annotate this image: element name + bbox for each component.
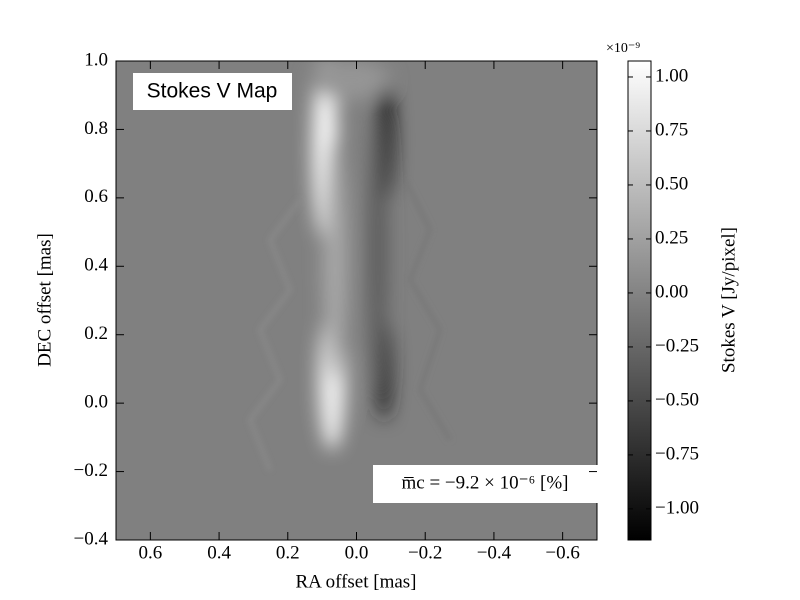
y-tick-label: 0.4 xyxy=(84,255,108,276)
x-tick-label: −0.2 xyxy=(408,542,442,563)
y-axis-label: DEC offset [mas] xyxy=(34,233,55,367)
x-tick-label: 0.2 xyxy=(276,542,300,563)
x-tick-label: 0.0 xyxy=(345,542,369,563)
colorbar-tick-label: 0.50 xyxy=(655,173,688,194)
map-label: Stokes V Map xyxy=(147,80,278,103)
colorbar-tick-label: −1.00 xyxy=(655,497,699,518)
colorbar-tick-label: 0.75 xyxy=(655,119,688,140)
colorbar-offset: ×10⁻⁹ xyxy=(606,41,640,56)
x-tick-label: 0.6 xyxy=(138,542,162,563)
y-tick-label: 0.8 xyxy=(84,118,108,139)
y-tick-label: 0.2 xyxy=(84,323,108,344)
annotation-box xyxy=(373,465,598,503)
image xyxy=(116,61,597,540)
colorbar-tick-label: −0.25 xyxy=(655,335,699,356)
y-tick-label: −0.2 xyxy=(74,460,108,481)
y-tick-label: 0.6 xyxy=(84,186,108,207)
map-label-box xyxy=(133,73,292,110)
colorbar-tick-label: −0.75 xyxy=(655,443,699,464)
x-tick-label: −0.6 xyxy=(545,542,579,563)
colorbar-tick-label: 1.00 xyxy=(655,65,688,86)
y-tick-label: −0.4 xyxy=(74,528,109,549)
colorbar-tick-label: −0.50 xyxy=(655,389,699,410)
colorbar-label: Stokes V [Jy/pixel] xyxy=(718,227,739,373)
x-tick-label: 0.4 xyxy=(207,542,231,563)
annotation: m̅c = −9.2 × 10⁻⁶ [%] xyxy=(402,472,569,493)
y-tick-label: 1.0 xyxy=(84,49,108,70)
colorbar xyxy=(627,60,652,541)
y-tick-label: 0.0 xyxy=(84,392,108,413)
colorbar-tick-label: 0.00 xyxy=(655,281,688,302)
x-axis-label: RA offset [mas] xyxy=(295,571,416,592)
x-tick-label: −0.4 xyxy=(477,542,512,563)
colorbar-tick-label: 0.25 xyxy=(655,227,688,248)
